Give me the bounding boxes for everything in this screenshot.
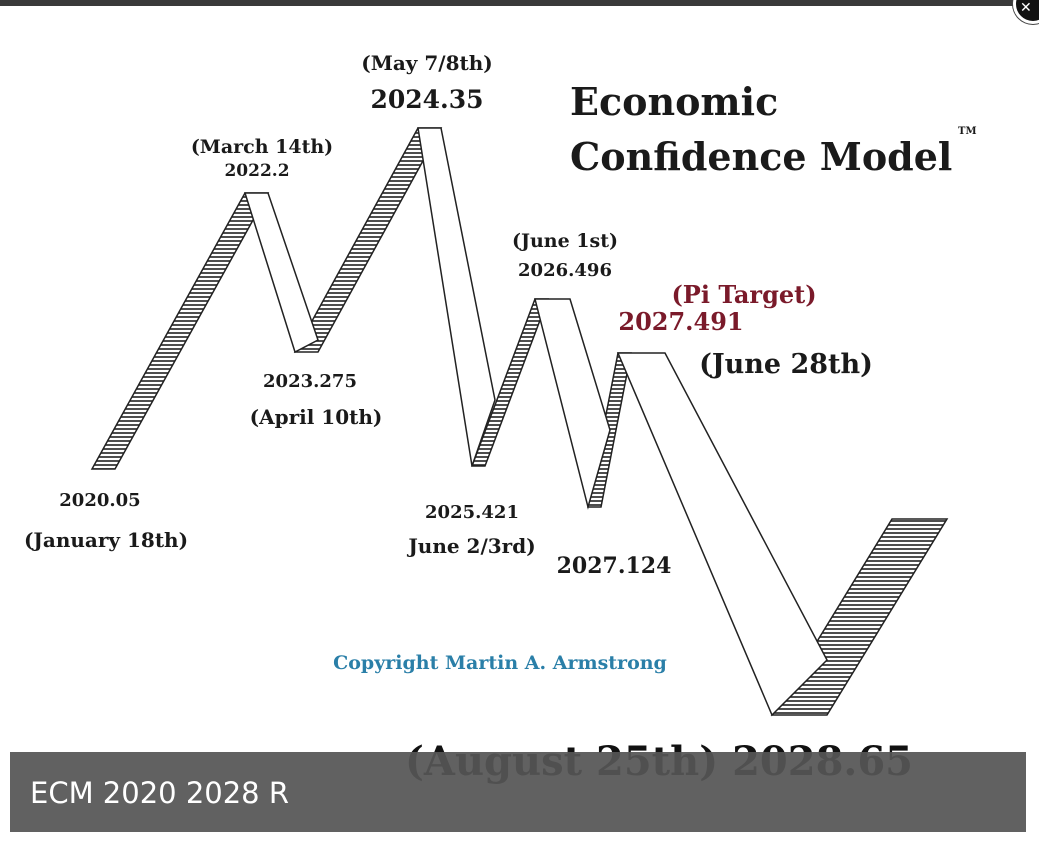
label-2027b-value: 2027.491 [618,307,743,336]
label-2026-date: (June 1st) [512,230,618,252]
falling-ribbons [243,127,828,717]
label-2023-date: (April 10th) [250,405,383,429]
label-2020-date: (January 18th) [24,528,188,552]
label-2026-value: 2026.496 [518,260,612,281]
title-line2: Confidence Model [570,134,952,179]
label-2025-date: June 2/3rd) [406,534,535,558]
label-2027b-date: (June 28th) [699,349,873,380]
ribbon-down-2022-2023 [243,192,319,354]
caption-text: ECM 2020 2028 R [30,776,290,810]
trademark: TM [958,126,977,137]
ribbon-down-2024-2025 [417,127,496,467]
copyright-text: Copyright Martin A. Armstrong [333,652,667,674]
top-bar [0,0,1039,6]
label-2022-date: (March 14th) [191,136,333,158]
label-2023-value: 2023.275 [263,371,357,392]
label-pi-target: (Pi Target) [671,280,816,309]
ribbon-down-2027b-2028 [616,352,828,717]
label-2020-value: 2020.05 [59,490,140,511]
label-2025-value: 2025.421 [425,502,519,523]
caption-bar: ECM 2020 2028 R [10,752,1026,832]
label-2024-value: 2024.35 [370,85,483,114]
rising-ribbons [90,127,949,716]
title-line1: Economic [570,79,778,124]
label-2022-value: 2022.2 [224,161,289,181]
label-2024-date: (May 7/8th) [361,51,493,75]
ribbon-up-2023-2024 [293,127,443,353]
label-2027a-value: 2027.124 [557,553,672,579]
ribbon-down-2026-2027a [534,298,611,510]
close-icon: ✕ [1020,0,1032,16]
ribbon-up-2020-2022 [90,192,270,470]
